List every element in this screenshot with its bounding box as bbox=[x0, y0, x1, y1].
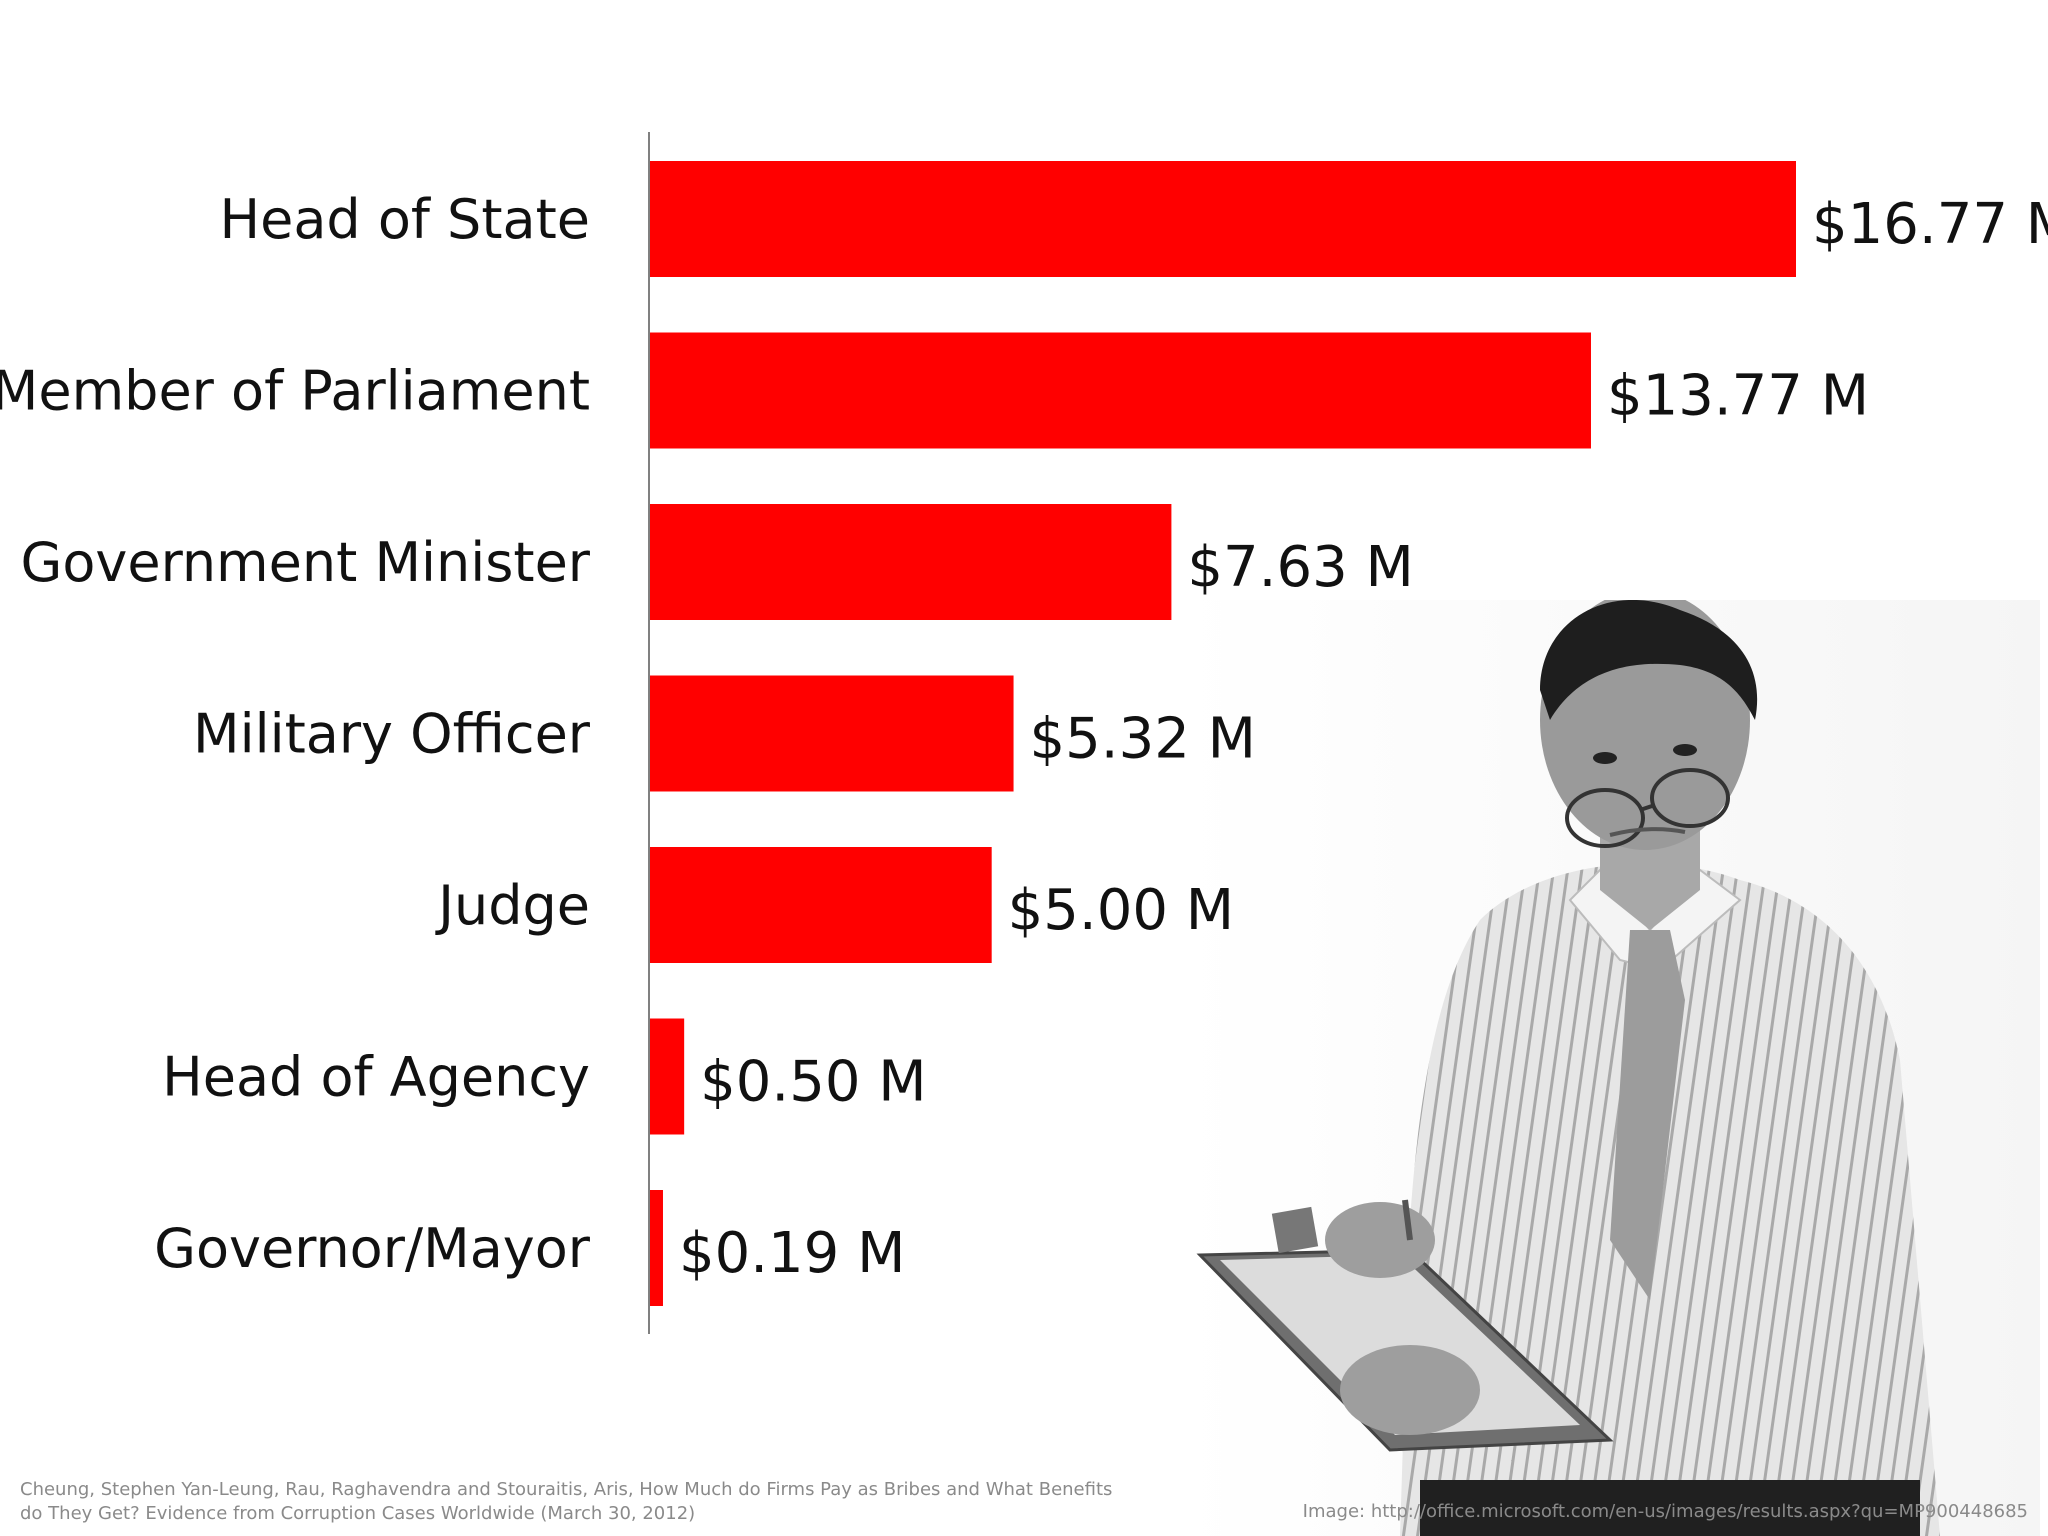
category-label: Head of State bbox=[219, 188, 590, 251]
category-label: Judge bbox=[435, 874, 590, 937]
bar-5 bbox=[650, 1018, 685, 1135]
data-label: $0.19 M bbox=[679, 1221, 905, 1286]
bar-3 bbox=[650, 675, 1014, 792]
category-label: Government Minister bbox=[21, 531, 591, 594]
bar-1 bbox=[650, 332, 1591, 449]
data-label: $16.77 M bbox=[1812, 192, 2048, 257]
category-label: Head of Agency bbox=[162, 1046, 590, 1109]
data-label: $13.77 M bbox=[1607, 364, 1869, 429]
data-label: $7.63 M bbox=[1187, 535, 1413, 600]
person-with-clipboard-photo bbox=[1180, 600, 2040, 1536]
category-label: Member of Parliament bbox=[0, 360, 590, 423]
bar-2 bbox=[650, 504, 1172, 620]
category-label: Military Officer bbox=[193, 703, 591, 766]
bar-0 bbox=[650, 161, 1796, 277]
bar-4 bbox=[650, 847, 992, 963]
data-label: $5.32 M bbox=[1030, 707, 1256, 772]
data-label: $0.50 M bbox=[700, 1050, 926, 1115]
data-label: $5.00 M bbox=[1008, 878, 1234, 943]
source-citation: Cheung, Stephen Yan-Leung, Rau, Raghaven… bbox=[20, 1479, 1113, 1524]
bar-6 bbox=[650, 1190, 663, 1306]
category-label: Governor/Mayor bbox=[154, 1217, 591, 1280]
image-credit: Image: http://office.microsoft.com/en-us… bbox=[1302, 1501, 2028, 1522]
